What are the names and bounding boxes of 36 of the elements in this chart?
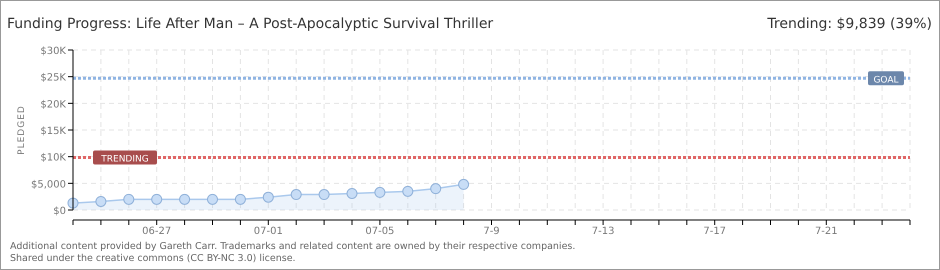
x-tick-label: 07-01 [254,226,283,237]
point [346,188,358,199]
x-tick-label: 06-27 [142,226,172,237]
chart-title: Funding Progress: Life After Man – A Post-Apocalyptic Survival Thriller [7,16,494,32]
y-tick-label: $10K [40,152,66,164]
point [68,198,78,209]
point [234,194,246,205]
point [95,196,106,207]
point [402,186,414,197]
text: Shared under the creative commons (CC BY-NC 3.0) license. [10,253,296,264]
point [179,194,190,205]
chart-subtitle: Trending: $9,839 (39%) [766,16,932,32]
point [430,183,442,194]
point [318,189,330,200]
point [262,192,274,203]
y-tick-label: $0 [53,206,66,217]
x-tick-label: 7-9 [483,226,500,237]
point [374,186,386,198]
point [290,189,302,200]
x-tick-label: 07-05 [365,226,394,237]
y-tick-label: $30K [40,46,66,57]
x-tick-label: 7-17 [703,226,726,237]
point [458,178,470,190]
ref-line-label: GOAL [873,75,899,86]
point [123,194,134,205]
x-tick-label: 7-21 [814,226,838,237]
y-tick-label: $25K [40,72,66,84]
ref-line-label: TRENDING [100,154,149,165]
y-axis-title: PLEDGED [17,105,27,155]
x-tick-label: 7-13 [592,226,614,237]
y-tick-label: $20K [40,99,66,110]
point [207,194,218,205]
text: Additional content provided by Gareth Carr. Trademarks and related content are owned by their respective companies. [10,241,576,252]
y-tick-label: $15K [40,126,66,137]
y-tick-label: $5,000 [31,179,66,190]
point [151,194,162,205]
